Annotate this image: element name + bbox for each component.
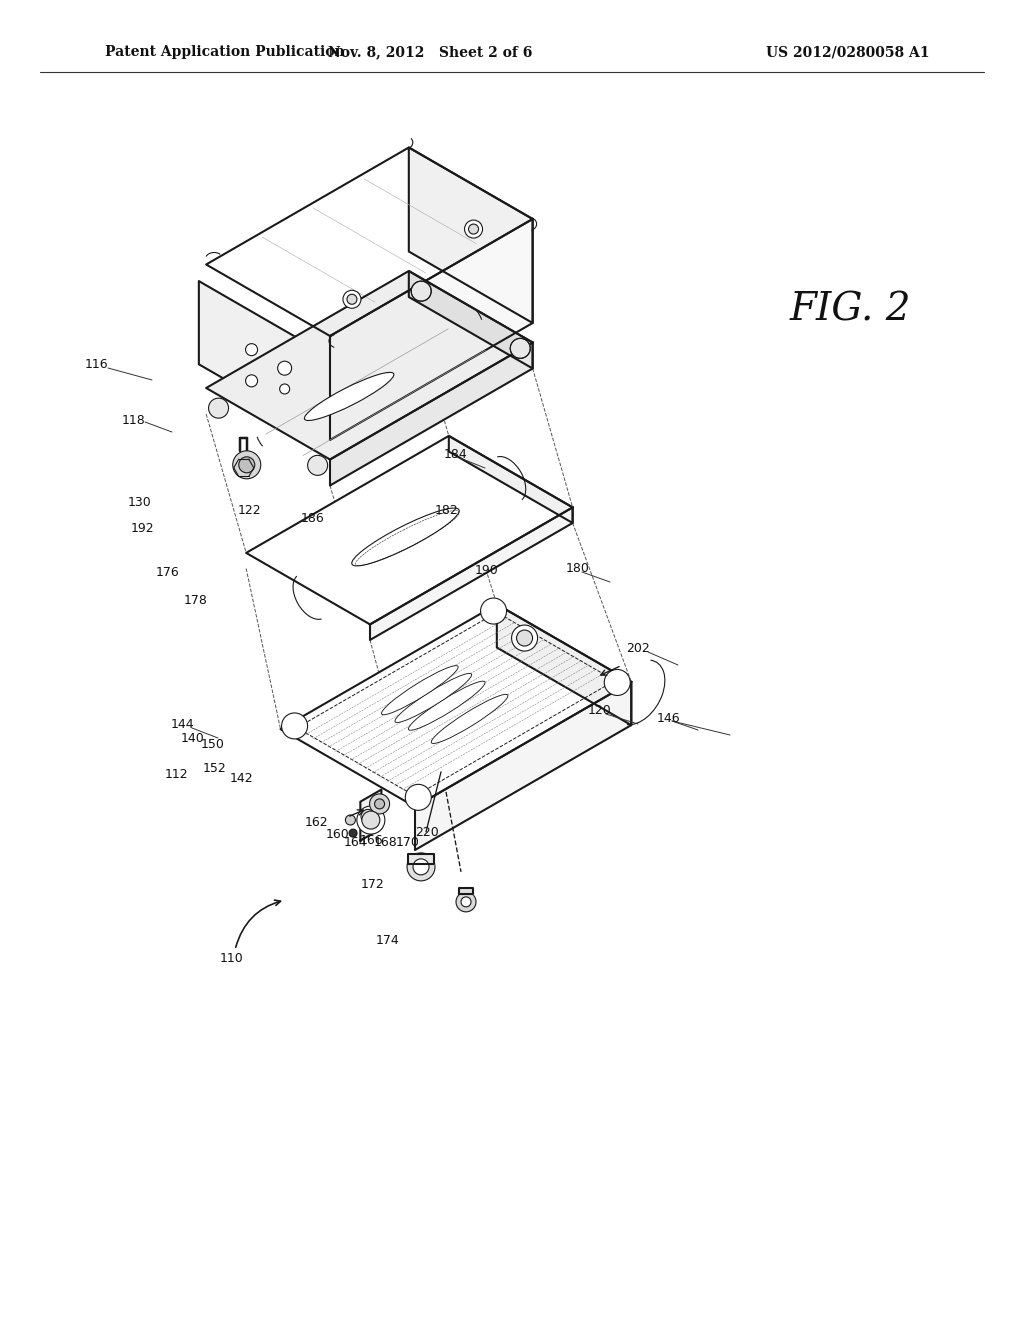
Polygon shape <box>206 271 532 459</box>
Circle shape <box>407 853 435 880</box>
Text: 150: 150 <box>201 738 225 751</box>
Text: FIG. 2: FIG. 2 <box>790 292 911 329</box>
Text: 180: 180 <box>566 561 590 574</box>
Circle shape <box>361 810 380 829</box>
Circle shape <box>604 669 630 696</box>
Circle shape <box>370 793 389 814</box>
Text: 166: 166 <box>359 833 383 846</box>
Text: 220: 220 <box>415 825 439 838</box>
Polygon shape <box>409 148 532 323</box>
Circle shape <box>456 892 476 912</box>
Ellipse shape <box>304 372 394 421</box>
Text: 168: 168 <box>374 837 398 850</box>
Text: 186: 186 <box>301 511 325 524</box>
Polygon shape <box>408 854 434 863</box>
Text: 140: 140 <box>181 731 205 744</box>
Text: 172: 172 <box>361 879 385 891</box>
Polygon shape <box>246 436 572 624</box>
Circle shape <box>461 896 471 907</box>
Circle shape <box>343 290 360 309</box>
Circle shape <box>282 713 307 739</box>
Circle shape <box>246 343 258 355</box>
Circle shape <box>232 451 261 479</box>
Circle shape <box>345 814 355 825</box>
Text: Patent Application Publication: Patent Application Publication <box>105 45 345 59</box>
Text: 146: 146 <box>656 711 680 725</box>
Polygon shape <box>497 605 631 725</box>
Text: 202: 202 <box>626 642 650 655</box>
Circle shape <box>347 294 357 305</box>
Polygon shape <box>459 888 473 894</box>
Text: 170: 170 <box>396 837 420 850</box>
Ellipse shape <box>382 665 458 714</box>
Circle shape <box>406 784 431 810</box>
Text: 190: 190 <box>475 564 499 577</box>
Circle shape <box>412 281 431 301</box>
Polygon shape <box>370 507 572 640</box>
Text: 192: 192 <box>130 521 154 535</box>
Circle shape <box>209 399 228 418</box>
Text: 184: 184 <box>444 447 468 461</box>
Polygon shape <box>330 219 532 440</box>
Text: 164: 164 <box>343 836 367 849</box>
Circle shape <box>465 220 482 238</box>
Text: 116: 116 <box>84 359 108 371</box>
Text: 174: 174 <box>376 933 400 946</box>
Ellipse shape <box>431 694 508 743</box>
Text: 160: 160 <box>326 829 350 842</box>
Text: 176: 176 <box>156 565 180 578</box>
Circle shape <box>413 859 429 875</box>
Circle shape <box>357 807 385 834</box>
Circle shape <box>516 630 532 645</box>
Text: 110: 110 <box>220 952 244 965</box>
Circle shape <box>246 375 258 387</box>
Text: US 2012/0280058 A1: US 2012/0280058 A1 <box>767 45 930 59</box>
Text: 142: 142 <box>229 771 253 784</box>
Text: Nov. 8, 2012   Sheet 2 of 6: Nov. 8, 2012 Sheet 2 of 6 <box>328 45 532 59</box>
Circle shape <box>349 829 357 837</box>
Text: 178: 178 <box>184 594 208 606</box>
Circle shape <box>510 338 530 358</box>
Circle shape <box>512 626 538 651</box>
Text: 122: 122 <box>238 503 261 516</box>
Polygon shape <box>281 605 631 807</box>
Circle shape <box>375 799 385 809</box>
Polygon shape <box>409 271 532 368</box>
Ellipse shape <box>395 673 472 722</box>
Text: 162: 162 <box>304 816 328 829</box>
Polygon shape <box>206 148 532 337</box>
Text: 182: 182 <box>435 503 459 516</box>
Circle shape <box>307 455 328 475</box>
Polygon shape <box>360 789 381 841</box>
Text: 112: 112 <box>164 768 187 781</box>
Circle shape <box>280 384 290 393</box>
Text: 130: 130 <box>128 495 152 508</box>
Polygon shape <box>415 682 631 850</box>
Polygon shape <box>449 436 572 523</box>
Ellipse shape <box>352 508 459 566</box>
Circle shape <box>278 362 292 375</box>
Circle shape <box>469 224 478 234</box>
Polygon shape <box>199 281 310 429</box>
Circle shape <box>239 457 255 473</box>
Ellipse shape <box>409 681 485 730</box>
Polygon shape <box>330 342 532 486</box>
Text: 118: 118 <box>122 413 145 426</box>
Text: 144: 144 <box>170 718 194 731</box>
Text: 152: 152 <box>203 762 227 775</box>
Circle shape <box>480 598 507 624</box>
Circle shape <box>361 809 375 824</box>
Text: 120: 120 <box>588 704 612 717</box>
